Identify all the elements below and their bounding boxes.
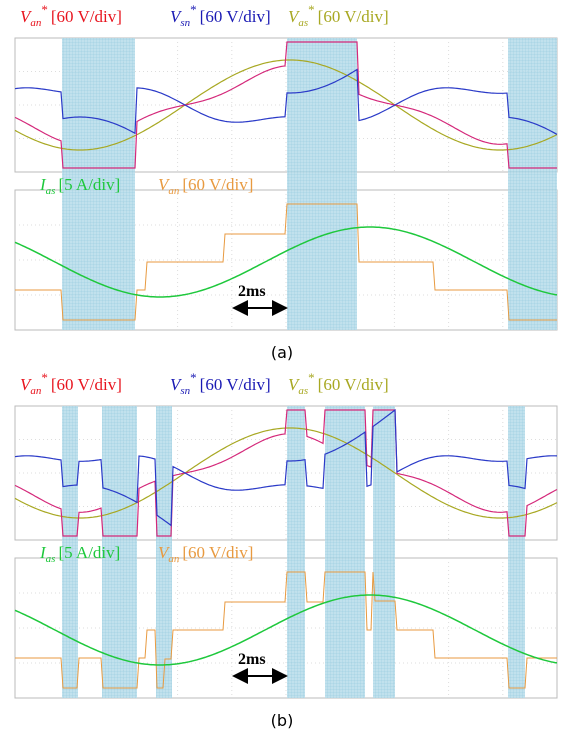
subscript: an: [168, 553, 180, 565]
scale: [5 A/div]: [58, 175, 120, 194]
superscript: *: [41, 370, 48, 385]
lower-label: Van[60 V/div]: [158, 175, 253, 197]
scale: [60 V/div]: [200, 7, 271, 26]
scale: [60 V/div]: [318, 375, 389, 394]
clamp-region: [287, 38, 357, 330]
subscript: as: [298, 385, 308, 397]
superscript: *: [41, 2, 48, 17]
subscript: as: [46, 185, 56, 197]
subscript: an: [30, 385, 42, 397]
scale: [60 V/div]: [318, 7, 389, 26]
subscript: sn: [180, 385, 190, 397]
subscript: as: [46, 553, 56, 565]
time-scale: 2ms: [238, 283, 266, 300]
legend-label: Van*[60 V/div]: [20, 2, 122, 29]
time-scale: 2ms: [238, 651, 266, 668]
caption: (b): [271, 711, 294, 730]
scale: [60 V/div]: [51, 7, 122, 26]
clamp-region: [373, 406, 395, 698]
legend-label: Vsn*[60 V/div]: [170, 2, 271, 29]
superscript: *: [190, 2, 197, 17]
subscript: sn: [180, 17, 190, 29]
clamp-region: [508, 406, 525, 698]
scale: [5 A/div]: [58, 543, 120, 562]
lower-label: Van[60 V/div]: [158, 543, 253, 565]
panel: Van*[60 V/div] Vsn*[60 V/div] Vas*[60 V/di…: [15, 2, 557, 362]
subscript: an: [30, 17, 42, 29]
legend-label: Vas*[60 V/div]: [288, 2, 389, 29]
subscript: as: [298, 17, 308, 29]
superscript: *: [308, 370, 315, 385]
subscript: an: [168, 185, 180, 197]
scale: [60 V/div]: [182, 175, 253, 194]
scale: [60 V/div]: [51, 375, 122, 394]
caption: (a): [271, 343, 293, 362]
lower-label: Ias[5 A/div]: [39, 175, 120, 197]
superscript: *: [190, 370, 197, 385]
lower-label: Ias[5 A/div]: [39, 543, 120, 565]
clamp-region: [508, 38, 557, 330]
clamp-region: [287, 406, 305, 698]
panel: Van*[60 V/div] Vsn*[60 V/div] Vas*[60 V/di…: [15, 370, 557, 730]
figure: Van*[60 V/div] Vsn*[60 V/div] Vas*[60 V/di…: [0, 0, 564, 740]
legend-label: Van*[60 V/div]: [20, 370, 122, 397]
legend-label: Vas*[60 V/div]: [288, 370, 389, 397]
scale: [60 V/div]: [200, 375, 271, 394]
superscript: *: [308, 2, 315, 17]
scale: [60 V/div]: [182, 543, 253, 562]
legend-label: Vsn*[60 V/div]: [170, 370, 271, 397]
